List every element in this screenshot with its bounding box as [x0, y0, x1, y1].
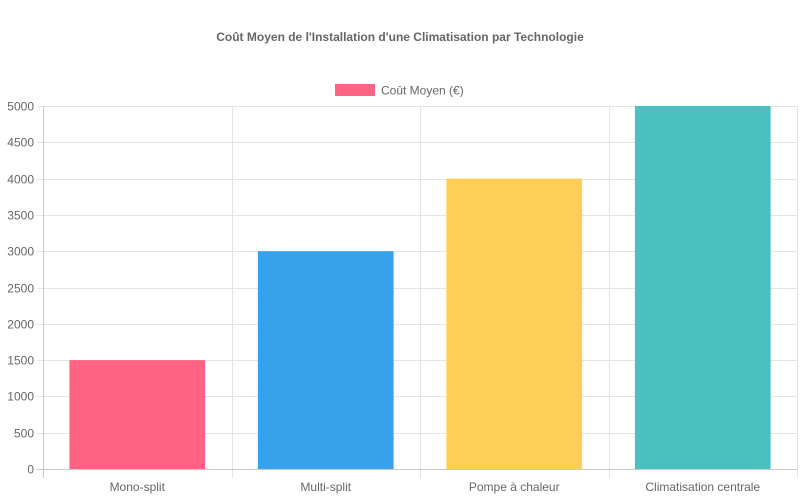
bar-mono-split[interactable] [69, 360, 206, 469]
y-tick-label: 5000 [7, 100, 34, 114]
y-axis-tick-labels: 0 500 1000 1500 2000 2500 3000 3500 4000 4500 5000 [7, 100, 34, 477]
x-tick-label: Mono-split [110, 480, 166, 494]
bars [69, 106, 771, 469]
y-tick-label: 500 [14, 427, 34, 441]
y-tick-label: 0 [27, 463, 34, 477]
bar-climatisation-centrale[interactable] [634, 106, 771, 469]
bar-pompe-chaleur[interactable] [446, 178, 583, 469]
x-tick-label: Climatisation centrale [645, 480, 760, 494]
legend-label: Coût Moyen (€) [381, 84, 464, 98]
chart-title: Coût Moyen de l'Installation d'une Clima… [216, 30, 584, 44]
y-tick-label: 1500 [7, 354, 34, 368]
y-tick-label: 1000 [7, 390, 34, 404]
legend[interactable]: Coût Moyen (€) [335, 84, 464, 98]
x-axis-tick-labels: Mono-split Multi-split Pompe à chaleur Clim… [110, 480, 761, 494]
y-tick-label: 3500 [7, 209, 34, 223]
y-tick-label: 4500 [7, 136, 34, 150]
x-tick-label: Pompe à chaleur [469, 480, 560, 494]
legend-swatch [335, 84, 375, 96]
y-tick-label: 4000 [7, 173, 34, 187]
y-tick-label: 3000 [7, 245, 34, 259]
y-tick-label: 2500 [7, 282, 34, 296]
bar-multi-split[interactable] [257, 251, 394, 469]
x-tick-label: Multi-split [300, 480, 351, 494]
y-tick-label: 2000 [7, 318, 34, 332]
axes [37, 106, 797, 478]
